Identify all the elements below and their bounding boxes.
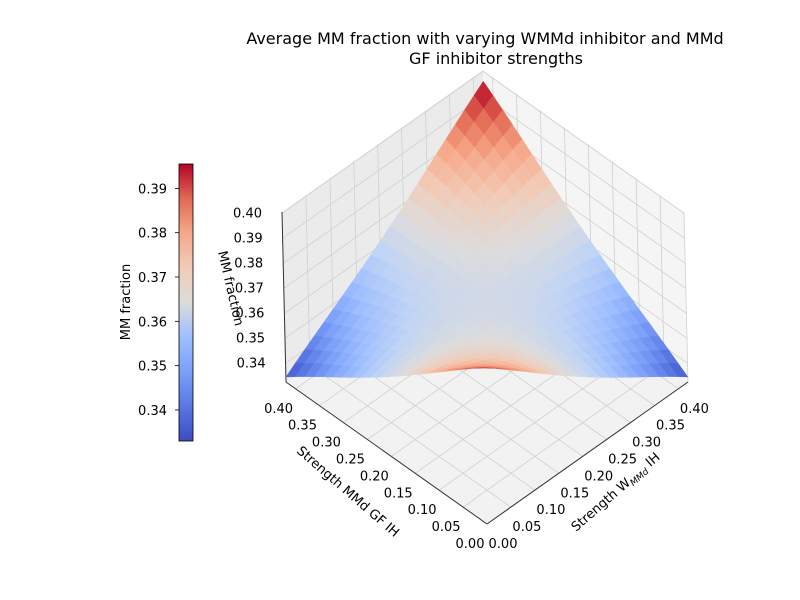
x-tick-label: 0.30 <box>632 436 661 451</box>
colorbar-tick-label: 0.38 <box>138 227 167 242</box>
colorbar-gradient <box>178 163 194 442</box>
z-tick-label: 0.36 <box>235 306 264 321</box>
colorbar: 0.34 0.35 0.36 0.37 0.38 0.39 MM fraction <box>119 163 194 442</box>
y-tick-label: 0.25 <box>336 453 365 468</box>
x-tick-label: 0.20 <box>584 469 613 484</box>
z-tick-label: 0.34 <box>237 356 266 371</box>
colorbar-tick-label: 0.34 <box>138 404 167 419</box>
x-tick-label: 0.35 <box>656 419 685 434</box>
colorbar-tick-label: 0.39 <box>138 182 167 197</box>
surface-facet <box>473 367 494 369</box>
colorbar-ticks: 0.34 0.35 0.36 0.37 0.38 0.39 <box>138 182 179 419</box>
colorbar-tick-label: 0.37 <box>138 271 167 286</box>
y-tick-label: 0.15 <box>384 486 413 501</box>
x-tick-label: 0.00 <box>489 537 518 552</box>
back-right-pane <box>483 70 688 382</box>
x-tick-label: 0.10 <box>536 503 565 518</box>
colorbar-tick-label: 0.36 <box>138 315 167 330</box>
x-tick-label: 0.25 <box>608 453 637 468</box>
x-axis-label-prefix: Strength W <box>569 476 634 535</box>
y-tick-label: 0.20 <box>360 469 389 484</box>
y-tick-label: 0.35 <box>288 419 317 434</box>
axis-tick-labels: 0.000.050.100.150.200.250.300.350.400.00… <box>233 206 709 552</box>
z-axis-line <box>281 211 287 383</box>
colorbar-label: MM fraction <box>119 264 134 341</box>
y-tick-label: 0.30 <box>312 436 341 451</box>
y-axis-line <box>285 381 488 525</box>
x-tick-label: 0.15 <box>560 486 589 501</box>
x-tick-label: 0.40 <box>680 402 709 417</box>
x-axis-line <box>486 381 689 525</box>
y-tick-label: 0.05 <box>432 520 461 535</box>
z-tick-label: 0.38 <box>234 256 263 271</box>
z-tick-label: 0.37 <box>235 281 264 296</box>
axes-3d: 0.000.050.100.150.200.250.300.350.400.00… <box>233 70 709 552</box>
chart-title-line2: GF inhibitor strengths <box>409 49 583 68</box>
axis-lines <box>281 211 689 525</box>
z-tick-label: 0.35 <box>236 331 265 346</box>
z-tick-label: 0.39 <box>234 231 263 246</box>
y-tick-label: 0.10 <box>408 503 437 518</box>
y-tick-label: 0.40 <box>264 402 293 417</box>
chart-title-line1: Average MM fraction with varying WMMd in… <box>246 29 723 48</box>
z-tick-label: 0.40 <box>233 206 262 221</box>
x-tick-label: 0.05 <box>512 520 541 535</box>
z-gridline <box>281 70 685 214</box>
surface-mesh <box>285 80 689 378</box>
y-tick-label: 0.00 <box>456 537 485 552</box>
colorbar-tick-label: 0.35 <box>138 360 167 375</box>
